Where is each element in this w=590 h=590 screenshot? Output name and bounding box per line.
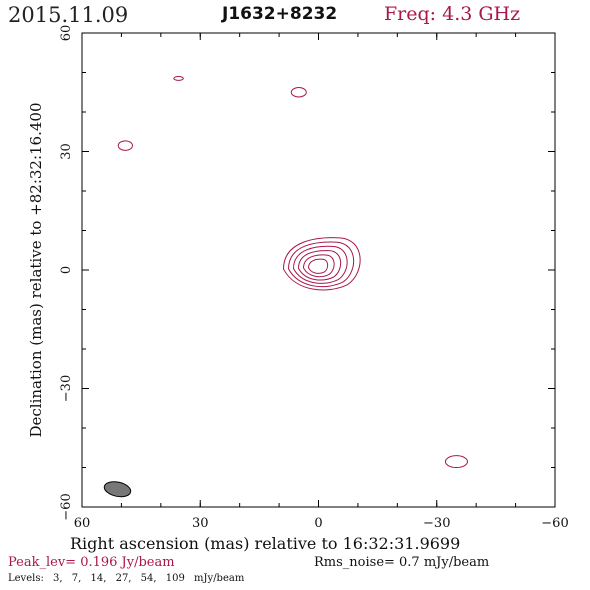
y-tick-label: 0 [59, 266, 74, 274]
core-contour [282, 237, 361, 291]
level-value: 109 [165, 573, 185, 584]
levels-prefix: Levels: [8, 573, 44, 584]
core-contour [307, 258, 329, 274]
y-tick-labels: 60 30 0 −30 −60 [59, 25, 74, 521]
peak-level: Peak_lev= 0.196 Jy/beam [8, 555, 175, 570]
x-tick-label: 60 [74, 516, 91, 531]
core-contour [292, 245, 348, 284]
level-value: 14, [90, 573, 107, 584]
beam-ellipse [103, 481, 132, 498]
source-name: J1632+8232 [222, 4, 338, 24]
level-value: 27, [115, 573, 132, 584]
y-tick-label: 30 [59, 143, 74, 160]
level-unit: mJy/beam [194, 573, 245, 584]
contour-layer [117, 75, 468, 469]
y-tick-label: −30 [59, 375, 74, 402]
y-tick-label: 60 [59, 25, 74, 42]
isolated-contour [173, 75, 184, 81]
y-axis-label: Declination (mas) relative to +82:32:16.… [27, 102, 45, 437]
level-value: 3, [53, 573, 63, 584]
beam-layer [103, 481, 132, 498]
isolated-contour [290, 87, 307, 98]
core-contour [302, 254, 335, 278]
core-contour [297, 250, 342, 281]
x-tick-label: 0 [314, 516, 322, 531]
frequency-label: Freq: 4.3 GHz [384, 3, 521, 25]
x-tick-label: −60 [541, 516, 568, 531]
plot-frame [81, 32, 556, 508]
levels-line: Levels: 3, 7, 14, 27, 54, 109 mJy/beam [8, 574, 250, 584]
x-tick-label: −30 [423, 516, 450, 531]
y-tick-label: −60 [59, 493, 74, 520]
x-tick-labels: 60 30 0 −30 −60 [74, 516, 569, 531]
level-value: 54, [140, 573, 157, 584]
core-contour [287, 241, 355, 288]
x-tick-label: 30 [192, 516, 209, 531]
axis-ticks [81, 32, 556, 508]
rms-noise: Rms_noise= 0.7 mJy/beam [314, 555, 490, 570]
isolated-contour [444, 455, 468, 469]
level-value: 7, [71, 573, 82, 584]
isolated-contour [117, 140, 133, 151]
observation-date: 2015.11.09 [8, 3, 129, 27]
x-axis-label: Right ascension (mas) relative to 16:32:… [70, 534, 461, 553]
